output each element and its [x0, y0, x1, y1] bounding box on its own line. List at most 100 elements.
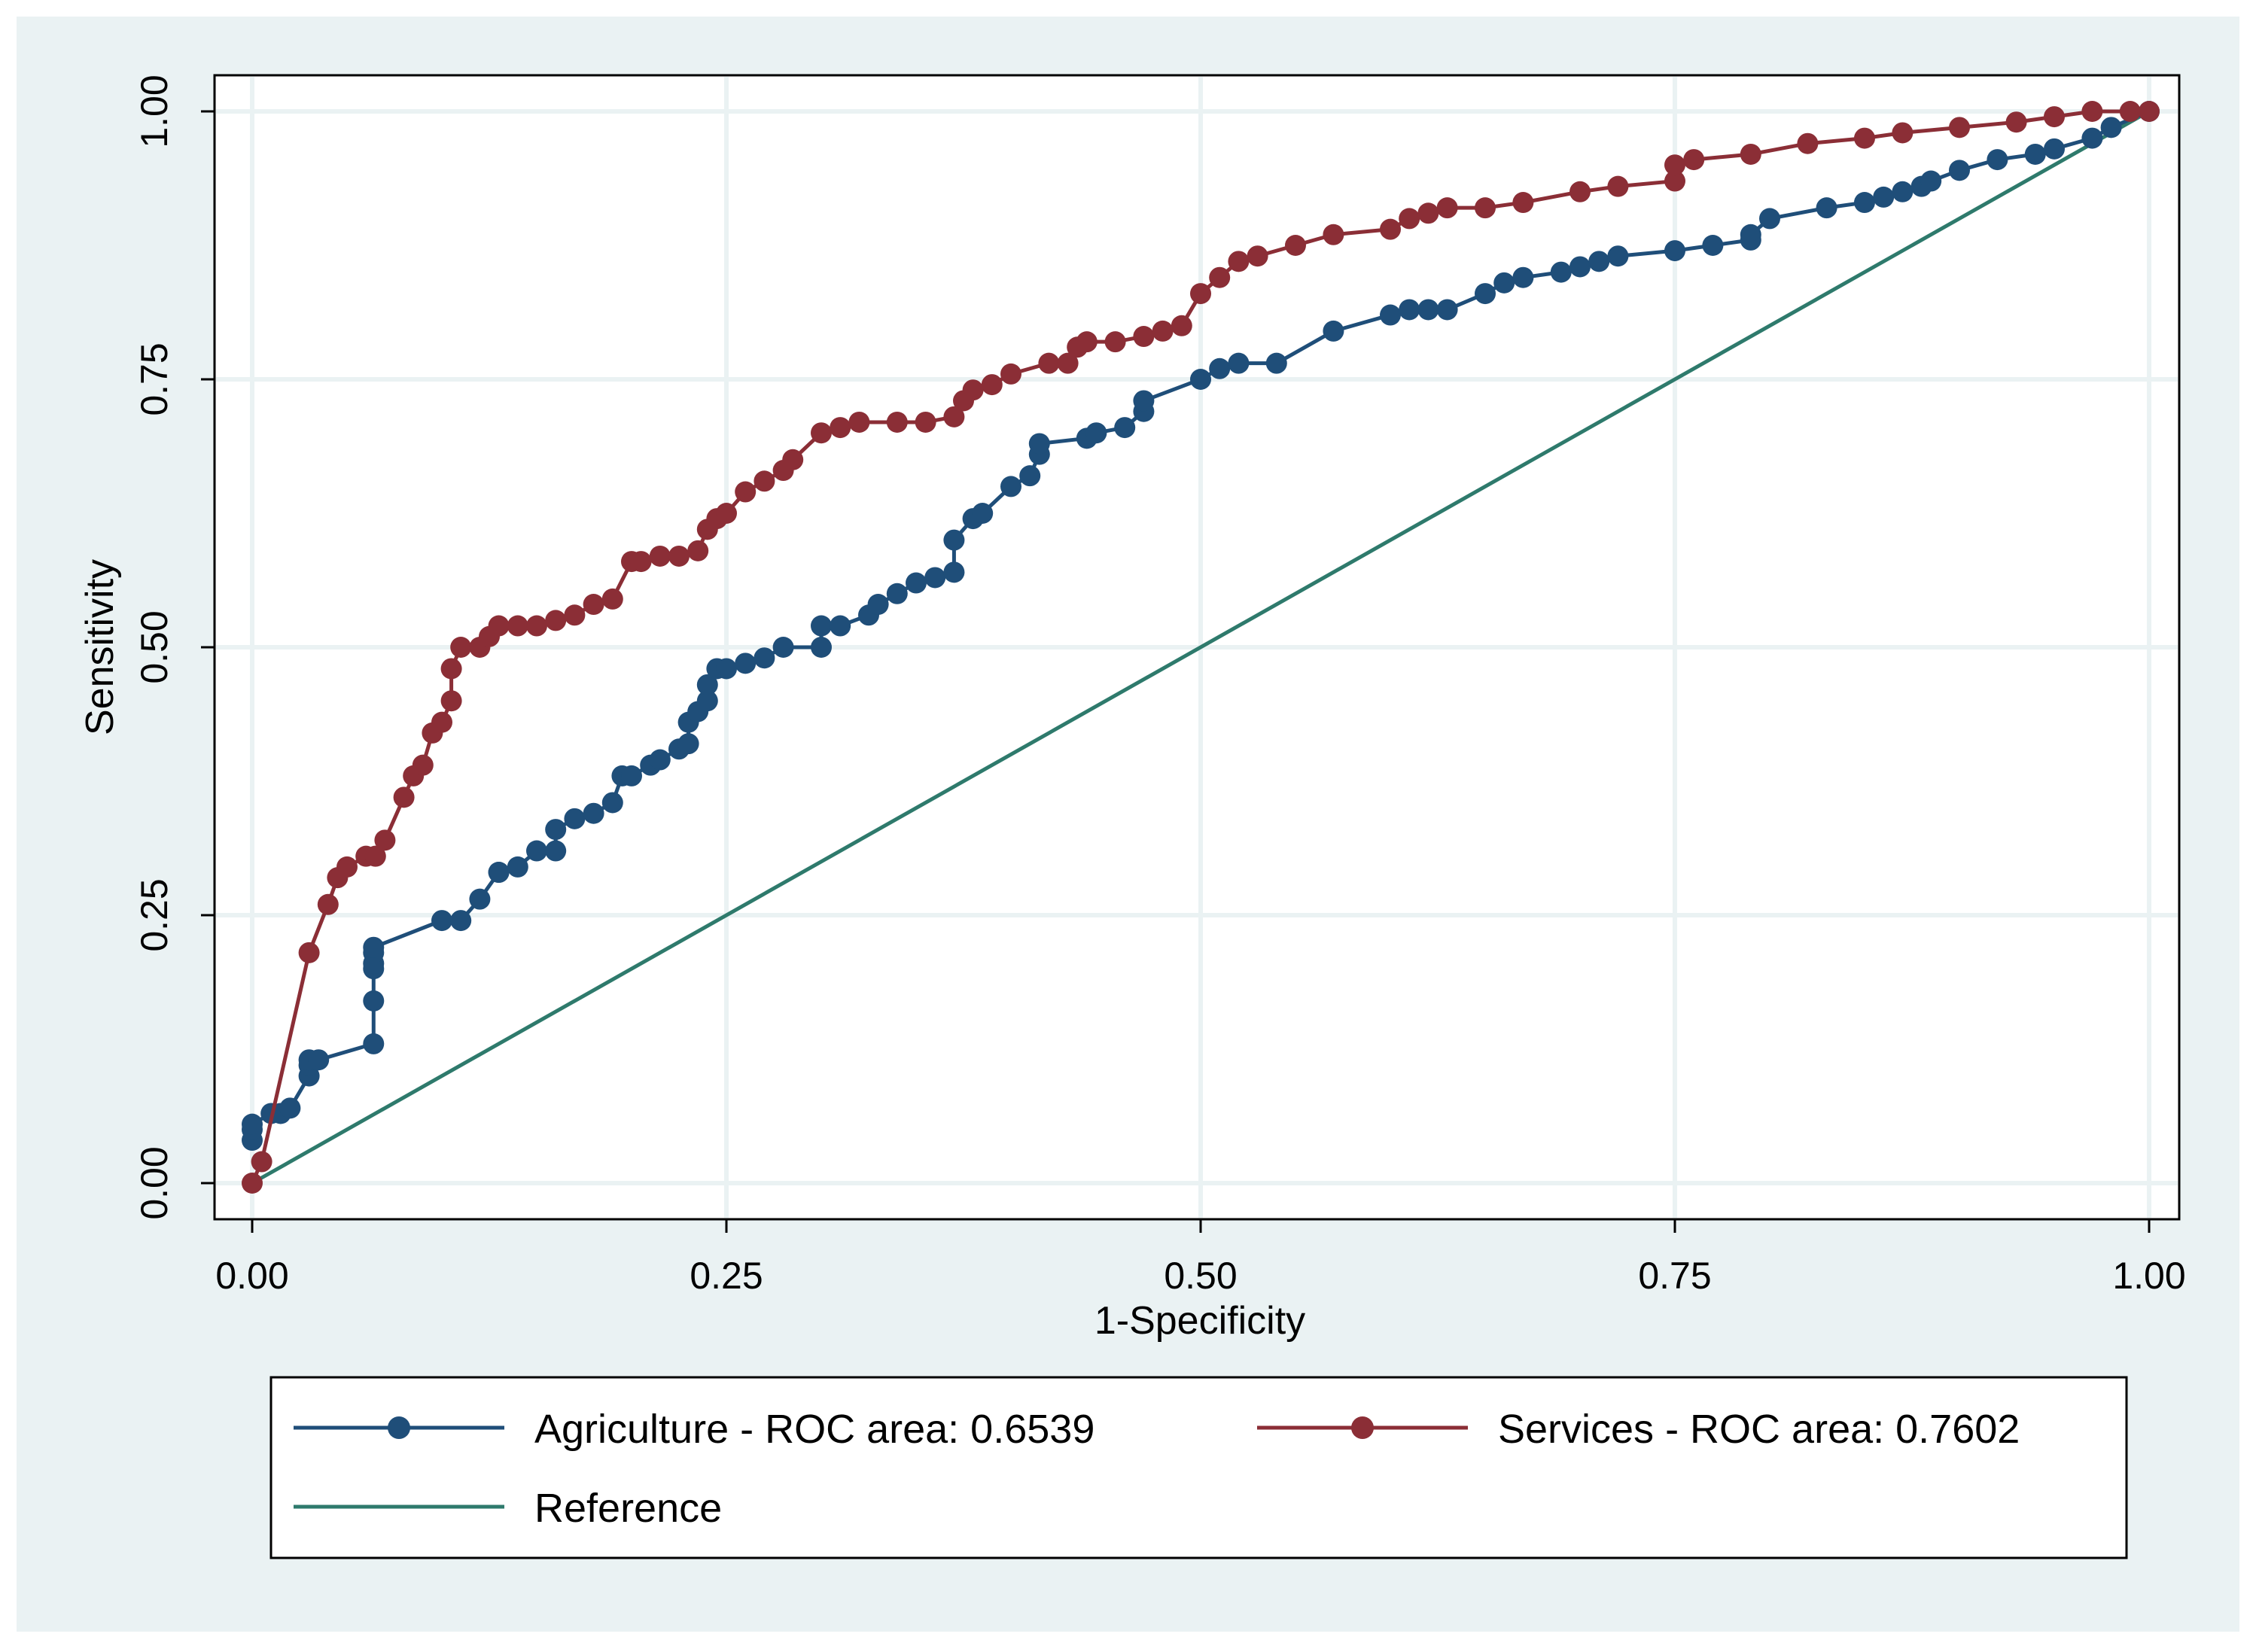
series-1-point-59: [1247, 245, 1268, 267]
series-1-point-58: [1228, 251, 1250, 272]
series-1-point-38: [811, 422, 832, 444]
x-tick-label-2: 0.50: [1164, 1255, 1237, 1297]
series-0-point-18: [469, 888, 491, 910]
series-1-point-40: [848, 411, 870, 433]
series-1-point-9: [393, 786, 415, 808]
series-0-point-63: [1133, 390, 1155, 412]
series-0-point-72: [1436, 299, 1458, 321]
series-0-point-81: [1702, 235, 1724, 256]
series-1-point-13: [431, 711, 452, 733]
series-1-point-74: [1797, 132, 1819, 154]
series-1-point-14: [440, 690, 462, 712]
series-1-point-80: [2081, 101, 2103, 122]
series-0-point-70: [1399, 299, 1420, 321]
series-1-point-53: [1133, 326, 1155, 348]
series-0-point-33: [677, 733, 699, 755]
series-1-point-64: [1417, 202, 1439, 224]
series-0-point-42: [772, 637, 794, 658]
series-0-point-41: [754, 647, 775, 669]
series-0-point-74: [1493, 272, 1515, 294]
series-0-point-37: [696, 674, 718, 695]
series-layer: [242, 101, 2160, 1194]
series-0-point-77: [1569, 256, 1591, 278]
series-0-point-54: [972, 503, 994, 524]
legend-item-1: Services - ROC area: 0.7602: [1257, 1407, 2020, 1452]
series-0-point-60: [1085, 422, 1107, 444]
series-0-point-17: [450, 910, 472, 932]
series-line-2: [251, 109, 2151, 1185]
series-0-point-40: [735, 653, 757, 674]
series-0-point-93: [2024, 143, 2046, 165]
series-0-point-64: [1190, 369, 1211, 390]
series-1-point-16: [450, 637, 472, 658]
series-1-point-49: [1057, 352, 1079, 374]
series-0-point-39: [716, 658, 737, 680]
series-1-point-1: [251, 1151, 272, 1173]
series-1-point-51: [1076, 331, 1098, 353]
series-1-point-39: [830, 417, 851, 439]
series-0-point-9: [308, 1049, 330, 1071]
series-0-point-95: [2081, 127, 2103, 149]
series-0-point-75: [1512, 266, 1534, 288]
x-tick-label-0: 0.00: [215, 1255, 288, 1297]
series-1-point-33: [716, 503, 737, 524]
series-0-point-73: [1475, 283, 1496, 305]
series-0-point-52: [943, 529, 965, 551]
y-tick-label-4: 1.00: [133, 75, 175, 148]
series-1-point-41: [886, 411, 908, 433]
series-0-point-44: [811, 615, 832, 637]
series-0-point-23: [545, 840, 567, 862]
series-1-point-81: [2119, 101, 2141, 122]
series-1-point-66: [1475, 197, 1496, 219]
y-tick-label-2: 0.50: [133, 610, 175, 683]
series-0-point-47: [867, 594, 889, 616]
series-1-point-22: [545, 610, 567, 631]
series-1-point-82: [2139, 101, 2160, 122]
y-tick-label-1: 0.25: [133, 878, 175, 951]
series-1-point-5: [336, 856, 358, 878]
series-0-point-43: [811, 637, 832, 658]
series-0-point-67: [1265, 352, 1287, 374]
series-1-point-23: [564, 604, 586, 626]
y-tick-label-0: 0.00: [133, 1146, 175, 1219]
series-0-point-92: [1987, 149, 2008, 171]
series-0-point-85: [1816, 197, 1837, 219]
legend-label-1: Services - ROC area: 0.7602: [1498, 1407, 2020, 1452]
series-1-point-54: [1152, 320, 1174, 342]
series-0-point-79: [1607, 245, 1629, 267]
series-1-point-69: [1607, 175, 1629, 197]
series-0-point-22: [526, 840, 547, 862]
series-1-point-0: [242, 1173, 263, 1194]
series-1-point-65: [1436, 197, 1458, 219]
series-0-point-27: [601, 792, 623, 814]
series-1-point-42: [915, 411, 936, 433]
series-1-point-43: [943, 406, 965, 427]
series-1-point-20: [507, 615, 528, 637]
series-0-point-50: [924, 567, 946, 589]
series-0-point-11: [363, 990, 385, 1012]
series-0: [242, 101, 2160, 1152]
series-0-point-88: [1892, 181, 1913, 202]
legend-box: [269, 1376, 2128, 1559]
series-0-point-31: [649, 749, 671, 771]
legend-swatch-marker-1: [1351, 1416, 1374, 1439]
series-1-point-29: [668, 545, 690, 567]
series-1-point-52: [1104, 331, 1126, 353]
series-1-point-2: [298, 942, 320, 963]
series-1-point-71: [1664, 154, 1685, 176]
series-1-point-25: [601, 588, 623, 610]
series-1-point-75: [1854, 127, 1875, 149]
legend-swatch-marker-0: [388, 1416, 410, 1439]
series-1-point-11: [412, 754, 434, 776]
series-1-point-79: [2044, 106, 2065, 128]
series-0-point-83: [1740, 224, 1761, 245]
series-1-point-77: [1949, 117, 1970, 138]
series-0-point-24: [545, 819, 567, 841]
series-0-point-45: [830, 615, 851, 637]
series-0-point-91: [1949, 160, 1970, 181]
series-1-point-3: [317, 893, 339, 915]
series-0-point-78: [1588, 251, 1610, 272]
series-1-point-46: [981, 374, 1003, 396]
